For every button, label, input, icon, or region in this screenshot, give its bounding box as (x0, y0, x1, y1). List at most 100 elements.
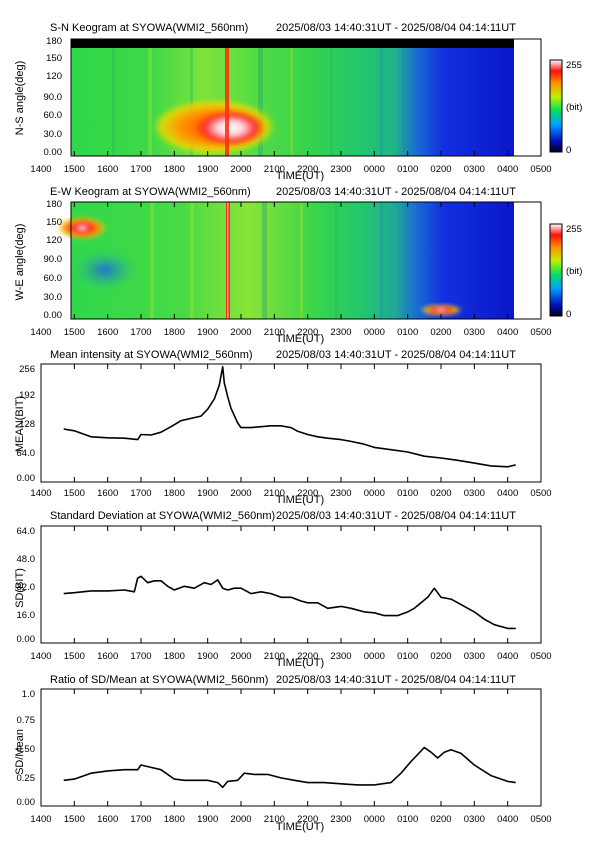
x-tick-label: 0400 (497, 327, 518, 338)
x-tick-label: 2100 (264, 814, 285, 825)
x-tick-label: 0400 (497, 814, 518, 825)
x-tick-label: 0300 (464, 327, 485, 338)
x-tick-label: 0200 (430, 164, 451, 175)
x-tick-label: 1700 (130, 327, 151, 338)
ew-keogram-image (56, 202, 514, 319)
plot-frame (40, 363, 542, 483)
x-tick-label: 2100 (264, 327, 285, 338)
standard-deviation-panel: Standard Deviation at SYOWA(WMI2_560nm) … (14, 510, 552, 669)
x-tick-label: 0400 (497, 651, 518, 662)
y-tick-label: 0.00 (44, 310, 63, 321)
x-tick-label: 0400 (497, 164, 518, 175)
x-tick-label: 1900 (197, 488, 218, 499)
panel-title: Standard Deviation at SYOWA(WMI2_560nm) (50, 510, 275, 522)
x-tick-label: 1500 (64, 327, 85, 338)
y-tick-label: 0.00 (17, 797, 36, 808)
x-tick-label: 0300 (464, 651, 485, 662)
x-tick-label: 0500 (530, 651, 551, 662)
colorbar-unit-label: (bit) (566, 266, 582, 277)
x-tick-label: 2100 (264, 164, 285, 175)
colorbar-unit-label: (bit) (566, 102, 582, 113)
x-tick-label: 0200 (430, 327, 451, 338)
x-tick-label: 1400 (30, 327, 51, 338)
y-tick-label: 120 (46, 235, 62, 246)
y-tick-label: 64.0 (17, 526, 36, 537)
y-tick-label: 150 (46, 53, 62, 64)
y-tick-label: 0.00 (17, 473, 36, 484)
ew-vertical-streaks (150, 202, 383, 319)
x-tick-label: 0100 (397, 164, 418, 175)
panel-title: S-N Keogram at SYOWA(WMI2_560nm) (50, 22, 248, 34)
y-tick-label: 0.50 (17, 744, 36, 755)
x-tick-label: 2300 (330, 651, 351, 662)
x-tick-label: 1600 (97, 814, 118, 825)
observation-period: 2025/08/03 14:40:31UT - 2025/08/04 04:14… (276, 186, 516, 198)
x-tick-label: 0200 (430, 488, 451, 499)
x-tick-label: 2200 (297, 814, 318, 825)
y-tick-label: 60.0 (44, 273, 63, 284)
y-tick-label: 256 (19, 364, 35, 375)
x-tick-label: 1400 (30, 488, 51, 499)
x-tick-label: 1600 (97, 488, 118, 499)
colorbar-max-label: 255 (566, 60, 582, 71)
y-axis-label: MEAN(BIT) (14, 396, 26, 452)
x-axis-label: TIME(UT) (276, 657, 324, 669)
x-tick-label: 1800 (164, 814, 185, 825)
x-tick-label: 1500 (64, 814, 85, 825)
x-axis-label: TIME(UT) (276, 170, 324, 182)
x-tick-label: 2000 (230, 814, 251, 825)
x-tick-label: 2300 (330, 488, 351, 499)
y-tick-label: 180 (46, 36, 62, 47)
x-tick-label: 2100 (264, 651, 285, 662)
x-tick-label: 0500 (530, 164, 551, 175)
y-tick-label: 0.25 (17, 773, 36, 784)
colorbar-min-label: 0 (566, 309, 571, 320)
y-tick-label: 180 (46, 199, 62, 210)
x-tick-label: 2000 (230, 327, 251, 338)
x-tick-label: 1900 (197, 814, 218, 825)
y-tick-label: 1.0 (22, 689, 35, 700)
observation-period: 2025/08/03 14:40:31UT - 2025/08/04 04:14… (276, 349, 516, 361)
x-tick-label: 2200 (297, 164, 318, 175)
x-axis-label: TIME(UT) (276, 333, 324, 345)
y-tick-label: 192 (19, 390, 35, 401)
y-tick-label: 30.0 (44, 129, 63, 140)
colorbar-min-label: 0 (566, 145, 571, 156)
colorbar-max-label: 255 (566, 224, 582, 235)
x-tick-label: 1700 (130, 651, 151, 662)
y-tick-label: 120 (46, 71, 62, 82)
y-tick-label: 0.00 (17, 634, 36, 645)
x-tick-label: 1900 (197, 327, 218, 338)
x-tick-label: 0200 (430, 651, 451, 662)
x-tick-label: 2000 (230, 488, 251, 499)
x-tick-label: 1700 (130, 164, 151, 175)
ew-keogram-panel: E-W Keogram at SYOWA(WMI2_560nm) 2025/08… (14, 186, 582, 345)
y-tick-label: 48.0 (17, 554, 36, 565)
y-tick-label: 0.75 (17, 715, 36, 726)
x-tick-label: 0500 (530, 814, 551, 825)
sn-keogram-image (71, 39, 514, 156)
y-tick-label: 30.0 (44, 292, 63, 303)
y-tick-label: 90.0 (44, 92, 63, 103)
x-tick-label: 0100 (397, 488, 418, 499)
x-tick-label: 2200 (297, 327, 318, 338)
mean-intensity-panel: Mean intensity at SYOWA(WMI2_560nm) 2025… (14, 349, 552, 506)
x-tick-label: 0000 (364, 488, 385, 499)
observation-period: 2025/08/03 14:40:31UT - 2025/08/04 04:14… (276, 22, 516, 34)
sd-mean-ratio-line (63, 746, 516, 789)
x-tick-label: 1400 (30, 814, 51, 825)
x-tick-label: 0200 (430, 814, 451, 825)
x-tick-label: 2000 (230, 164, 251, 175)
x-tick-label: 1700 (130, 488, 151, 499)
x-tick-label: 1500 (64, 651, 85, 662)
sn-keogram-panel: S-N Keogram at SYOWA(WMI2_560nm) 2025/08… (14, 22, 582, 182)
x-tick-label: 1600 (97, 651, 118, 662)
x-tick-label: 0500 (530, 327, 551, 338)
x-tick-label: 0300 (464, 814, 485, 825)
x-tick-label: 2200 (297, 488, 318, 499)
x-tick-label: 0000 (364, 814, 385, 825)
x-tick-label: 1400 (30, 164, 51, 175)
x-tick-label: 0100 (397, 327, 418, 338)
x-axis-label: TIME(UT) (276, 494, 324, 506)
